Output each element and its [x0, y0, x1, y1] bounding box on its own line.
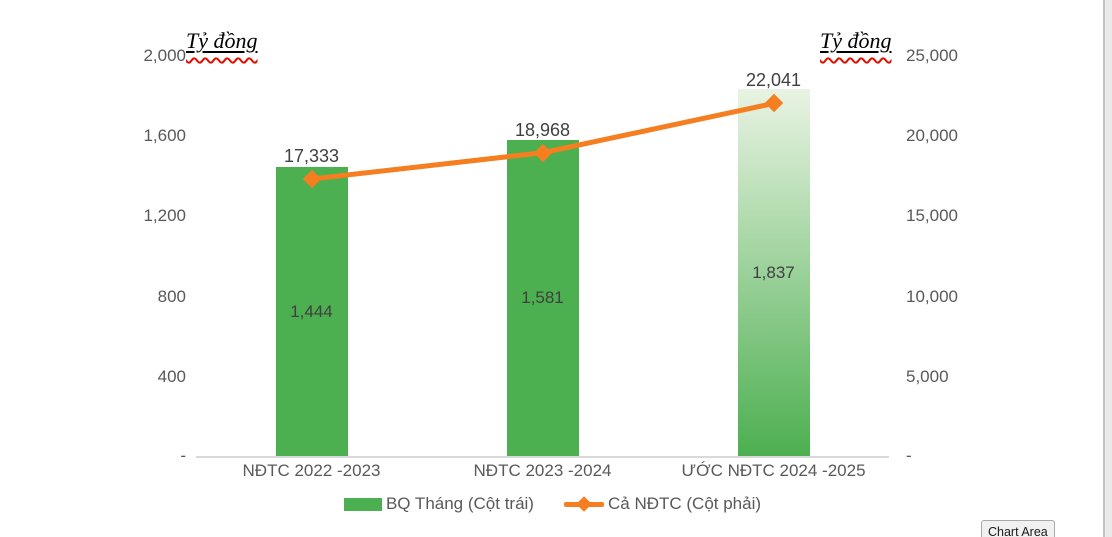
category-label: NĐTC 2022 -2023: [242, 461, 381, 480]
right-axis-tick: 20,000: [906, 126, 958, 145]
left-axis-tick: 400: [157, 367, 186, 386]
bar-data-label: 1,444: [290, 302, 333, 322]
category-label: ƯỚC NĐTC 2024 -2025: [681, 461, 866, 480]
category-label: NĐTC 2023 -2024: [473, 461, 612, 480]
bar-data-label: 1,581: [521, 288, 564, 308]
line-series-swatch-icon: [563, 496, 604, 512]
legend-item-line-series[interactable]: Cả NĐTC (Cột phải): [563, 494, 762, 514]
right-axis-tick: 10,000: [906, 287, 958, 306]
legend-label: BQ Tháng (Cột trái): [385, 494, 534, 513]
category-axis[interactable]: NĐTC 2022 -2023 NĐTC 2023 -2024 ƯỚC NĐTC…: [196, 461, 889, 481]
scrollbar-track[interactable]: [1105, 0, 1112, 537]
category-axis-line: [196, 456, 889, 458]
left-axis-tick: 800: [157, 287, 186, 306]
right-axis-tick: 5,000: [906, 367, 949, 386]
bar-series-swatch-icon: [343, 497, 382, 511]
window-edge-divider: [1103, 0, 1105, 537]
left-value-axis[interactable]: 2,000 1,600 1,200 800 400 -: [0, 0, 186, 537]
right-axis-title-text: Tỷ đồng: [820, 28, 892, 53]
line-data-label: 22,041: [745, 70, 802, 91]
right-axis-tick: -: [906, 446, 912, 465]
legend[interactable]: BQ Tháng (Cột trái) Cả NĐTC (Cột phải): [196, 494, 909, 514]
left-axis-title-text: Tỷ đồng: [186, 28, 258, 53]
right-value-axis[interactable]: 25,000 20,000 15,000 10,000 5,000 -: [906, 0, 1006, 537]
bar-data-label: 1,837: [752, 262, 795, 282]
left-axis-title[interactable]: Tỷ đồng: [186, 28, 258, 54]
legend-label: Cả NĐTC (Cột phải): [607, 494, 762, 513]
right-axis-tick: 15,000: [906, 206, 958, 225]
legend-item-bar-series[interactable]: BQ Tháng (Cột trái): [343, 494, 534, 514]
left-axis-tick: -: [180, 446, 186, 465]
line-data-label: 17,333: [283, 145, 340, 166]
line-data-label: 18,968: [514, 119, 571, 140]
left-axis-tick: 1,200: [143, 206, 186, 225]
bar[interactable]: 1,837: [737, 88, 810, 457]
left-axis-tick: 2,000: [143, 46, 186, 65]
right-axis-tick: 25,000: [906, 46, 958, 65]
chart-area-tooltip: Chart Area: [981, 520, 1055, 537]
right-axis-title[interactable]: Tỷ đồng: [820, 28, 892, 54]
bar[interactable]: 1,581: [506, 140, 579, 457]
bar[interactable]: 1,444: [275, 167, 348, 457]
left-axis-tick: 1,600: [143, 126, 186, 145]
